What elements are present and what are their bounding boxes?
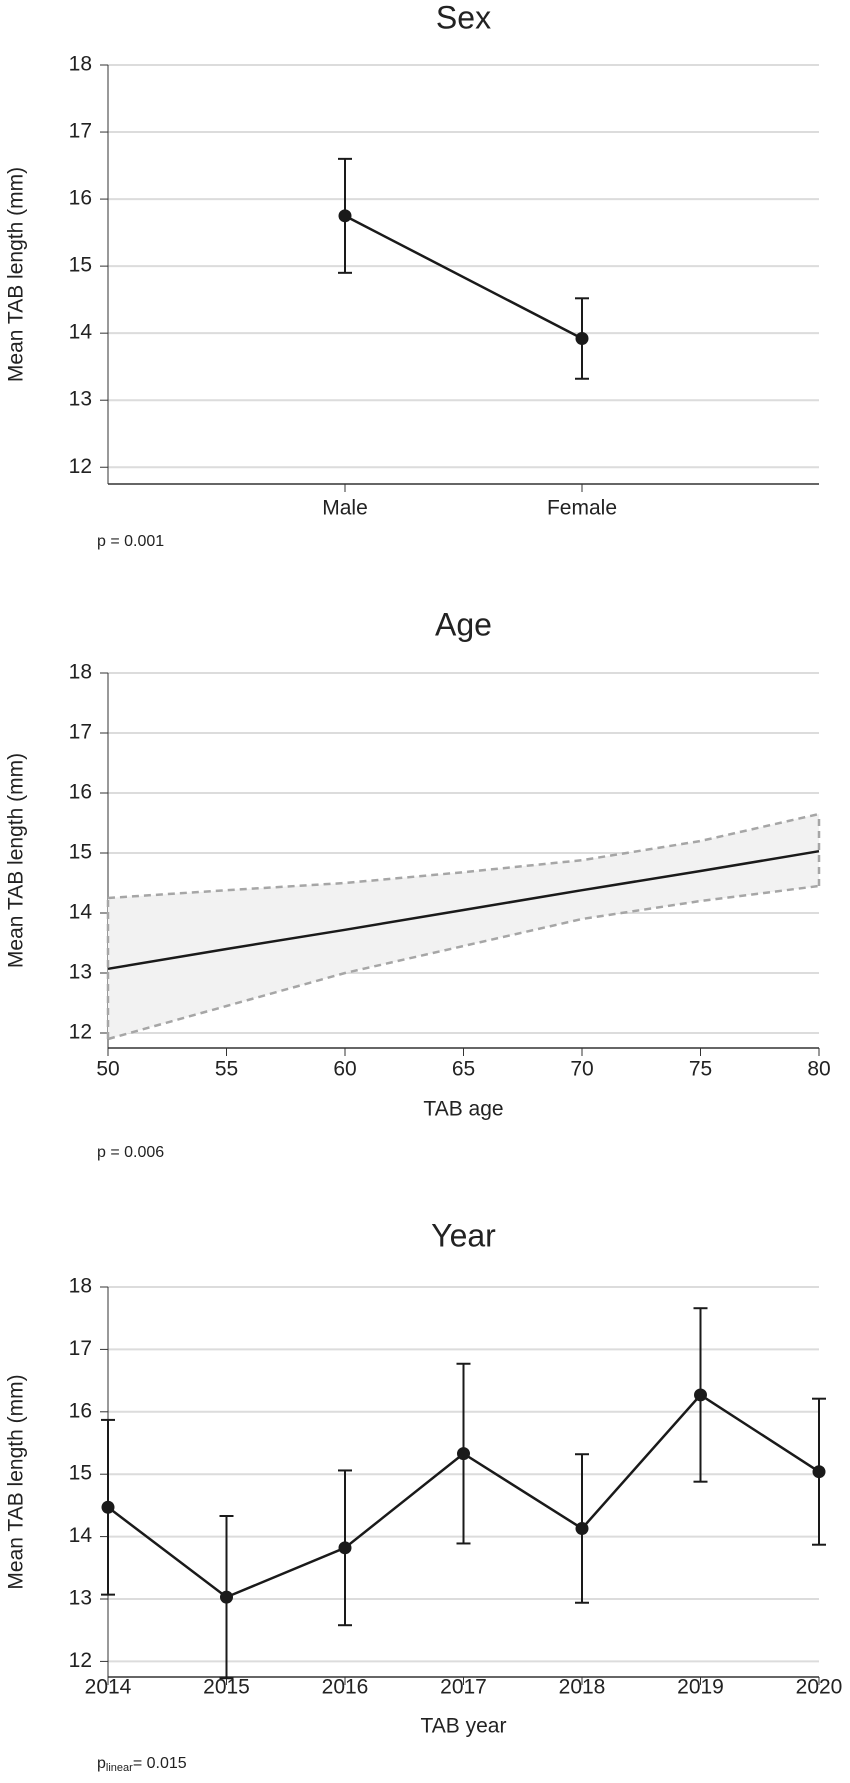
x-tick-label: Male [322, 497, 368, 520]
y-tick-label: 17 [69, 120, 92, 143]
y-tick-label: 12 [69, 1021, 92, 1044]
y-tick-label: 17 [69, 1337, 92, 1360]
y-tick-label: 13 [69, 1587, 92, 1610]
x-axis-label: TAB age [423, 1098, 503, 1121]
x-tick-label: 80 [807, 1058, 830, 1081]
y-axis-label: Mean TAB length (mm) [5, 1374, 28, 1589]
note-subscript: linear [106, 1762, 133, 1774]
x-tick-label: 55 [215, 1058, 238, 1081]
y-tick-label: 18 [69, 1275, 92, 1298]
x-tick-label: 75 [689, 1058, 712, 1081]
y-tick-label: 12 [69, 455, 92, 478]
x-tick-label: 2018 [559, 1676, 606, 1699]
note-rest: = 0.015 [133, 1755, 187, 1772]
point [338, 209, 352, 223]
band-edge-lower [107, 884, 820, 1041]
y-tick-label: 16 [69, 781, 92, 804]
x-tick-label: 50 [96, 1058, 119, 1081]
chart-title: Year [431, 1217, 496, 1253]
point [338, 1541, 352, 1555]
y-tick-label: 14 [69, 1524, 93, 1547]
line [344, 214, 583, 340]
point [220, 1590, 233, 1604]
chart-title: Sex [436, 0, 491, 35]
note: p = 0.006 [97, 1144, 164, 1161]
x-tick-label: 2019 [677, 1676, 724, 1699]
point [575, 332, 589, 346]
point [812, 1465, 826, 1479]
note: p = 0.001 [97, 533, 164, 550]
x-tick-label: 2014 [85, 1676, 132, 1699]
x-tick-label: 2016 [322, 1676, 369, 1699]
y-tick-label: 16 [69, 187, 92, 210]
y-tick-label: 12 [69, 1649, 92, 1672]
point [575, 1521, 589, 1535]
y-tick-label: 14 [69, 321, 93, 344]
x-tick-label: 60 [333, 1058, 356, 1081]
x-tick-label: 2017 [440, 1676, 487, 1699]
y-axis-label: Mean TAB length (mm) [5, 167, 28, 382]
y-tick-label: 15 [69, 254, 92, 277]
note-main: p [97, 1755, 106, 1772]
x-tick-label: 70 [570, 1058, 593, 1081]
chart-title: Age [435, 606, 492, 642]
note: plinear= 0.015 [97, 1755, 187, 1774]
x-axis-label: TAB year [421, 1715, 507, 1738]
point [694, 1388, 707, 1402]
x-tick-label: Female [547, 497, 617, 520]
y-tick-label: 18 [69, 53, 92, 76]
y-axis-label: Mean TAB length (mm) [5, 753, 28, 968]
y-tick-label: 15 [69, 1462, 92, 1485]
line [107, 849, 820, 971]
y-tick-label: 13 [69, 388, 92, 411]
confidence-band [108, 814, 819, 1039]
x-tick-label: 2020 [796, 1676, 843, 1699]
x-tick-label: 65 [452, 1058, 475, 1081]
y-tick-label: 18 [69, 661, 92, 684]
x-tick-label: 2015 [203, 1676, 250, 1699]
y-tick-label: 14 [69, 901, 93, 924]
point [101, 1500, 115, 1514]
point [457, 1447, 470, 1461]
y-tick-label: 13 [69, 961, 92, 984]
y-tick-label: 17 [69, 721, 92, 744]
y-tick-label: 16 [69, 1399, 92, 1422]
y-tick-label: 15 [69, 841, 92, 864]
